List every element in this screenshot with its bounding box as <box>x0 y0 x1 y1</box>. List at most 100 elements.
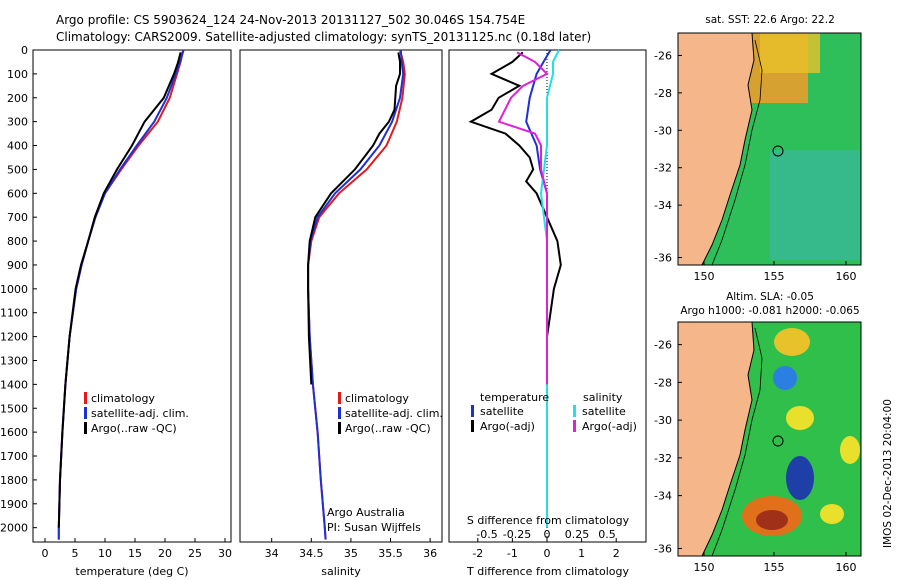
s-diff-xtick-label: -0.25 <box>503 528 531 541</box>
depth-ytick-label: 1300 <box>0 354 28 367</box>
t-diff-xtick-label: 1 <box>578 547 585 560</box>
depth-ytick-label: 1700 <box>0 450 28 463</box>
difference-panel: -2 -1 0 1 2 S difference from climatology -0… <box>448 49 647 578</box>
legend-label-satellite: satellite-adj. clim. <box>91 407 189 420</box>
depth-ytick-label: 200 <box>7 92 28 105</box>
argo-annotation-line-1: Argo Australia <box>327 506 405 519</box>
sla-map-title-1: Altim. SLA: -0.05 <box>726 291 814 303</box>
salinity-xlabel: salinity <box>321 565 361 578</box>
depth-ytick-label: 500 <box>7 163 28 176</box>
sst-map-title: sat. SST: 22.6 Argo: 22.2 <box>705 14 835 26</box>
salinity-xtick-label: 34 <box>265 547 279 560</box>
depth-ytick-label: 1400 <box>0 378 28 391</box>
temperature-xlabel: temperature (deg C) <box>75 565 188 578</box>
t-diff-xtick-label: -1 <box>507 547 518 560</box>
salinity-axes-box <box>239 49 443 543</box>
difference-salinity-argo-adj-line <box>497 51 549 385</box>
sla-argo-position <box>772 435 784 447</box>
map-ytick-label: -30 <box>654 124 672 137</box>
temperature-xtick-label: 15 <box>128 547 142 560</box>
legend-label-argo: Argo(..raw -QC) <box>91 422 177 435</box>
map-xtick-label: 150 <box>694 270 715 283</box>
sst-contour <box>711 39 763 266</box>
header-line-1: Argo profile: CS 5903624_124 24-Nov-2013… <box>56 13 525 27</box>
legend-swatch-argo <box>338 422 341 434</box>
t-difference-xlabel: T difference from climatology <box>466 565 629 578</box>
legend-swatch-t-argo <box>471 420 474 432</box>
legend-swatch-satellite <box>84 407 87 419</box>
legend-label-satellite: satellite-adj. clim. <box>345 407 443 420</box>
salinity-satellite-adj-clim-line <box>307 49 405 540</box>
sla-map-title-2: Argo h1000: -0.081 h2000: -0.065 <box>680 305 859 317</box>
sla-high-3-core <box>756 510 788 530</box>
depth-ytick-label: 1900 <box>0 498 28 511</box>
sst-map: sat. SST: 22.6 Argo: 22.2 -26 -28 -30 -32 -3… <box>654 14 862 283</box>
depth-ytick-label: 1800 <box>0 474 28 487</box>
map-xtick-label: 155 <box>764 270 785 283</box>
depth-ytick-label: 1500 <box>0 402 28 415</box>
s-difference-xlabel: S difference from climatology <box>467 514 630 527</box>
salinity-argo-raw-qc-line <box>307 52 401 385</box>
depth-ytick-label: 900 <box>7 259 28 272</box>
legend-label-climatology: climatology <box>345 392 409 405</box>
legend-label-t-argo: Argo(-adj) <box>480 420 535 433</box>
temperature-satellite-adj-clim-line <box>57 49 185 540</box>
legend-swatch-s-argo <box>573 420 576 432</box>
depth-ytick-label: 700 <box>7 211 28 224</box>
temperature-xtick-label: 5 <box>72 547 79 560</box>
depth-ytick-label: 1000 <box>0 283 28 296</box>
salinity-panel: 34 34.5 35 35.5 36 salinity climatology sate… <box>239 49 443 578</box>
temperature-climatology-line <box>57 49 184 540</box>
temperature-legend: climatology satellite-adj. clim. Argo(..… <box>84 392 189 435</box>
depth-ytick-label: 1100 <box>0 307 28 320</box>
sla-high-2 <box>786 406 814 430</box>
sla-high-1 <box>774 328 810 356</box>
salinity-xtick-label: 35.5 <box>378 547 403 560</box>
salinity-legend: climatology satellite-adj. clim. Argo(..… <box>338 392 443 435</box>
s-diff-xtick-label: 0.5 <box>598 528 616 541</box>
temperature-argo-raw-qc-line <box>57 52 182 528</box>
difference-legend-left: temperature satellite Argo(-adj) <box>471 391 549 433</box>
difference-salinity-satellite-line <box>539 49 560 528</box>
t-diff-xtick-label: -2 <box>472 547 483 560</box>
legend-swatch-climatology <box>84 392 87 404</box>
sla-contour <box>711 327 763 557</box>
map-ytick-label: -34 <box>654 490 672 503</box>
legend-swatch-satellite <box>338 407 341 419</box>
map-ytick-label: -32 <box>654 452 672 465</box>
sla-map: Altim. SLA: -0.05 Argo h1000: -0.081 h20… <box>654 291 862 574</box>
map-ytick-label: -26 <box>654 49 672 62</box>
salinity-xtick-label: 35 <box>344 547 358 560</box>
map-ytick-label: -26 <box>654 339 672 352</box>
map-ytick-label: -34 <box>654 199 672 212</box>
legend-label-t-satellite: satellite <box>480 405 524 418</box>
map-ytick-label: -36 <box>654 252 672 265</box>
depth-ytick-label: 300 <box>7 116 28 129</box>
depth-ytick-label: 1600 <box>0 426 28 439</box>
map-xtick-label: 155 <box>764 561 785 574</box>
salinity-xtick-label: 36 <box>423 547 437 560</box>
map-ytick-label: -30 <box>654 414 672 427</box>
depth-ytick-label: 1200 <box>0 331 28 344</box>
temperature-xtick-label: 30 <box>218 547 232 560</box>
sst-map-frame <box>677 32 862 266</box>
temperature-axes-box <box>32 49 232 543</box>
map-xtick-label: 160 <box>836 270 857 283</box>
map-xtick-label: 150 <box>694 561 715 574</box>
legend-swatch-s-satellite <box>573 405 576 417</box>
depth-ytick-label: 0 <box>21 44 28 57</box>
legend-label-argo: Argo(..raw -QC) <box>345 422 431 435</box>
legend-label-s-satellite: satellite <box>582 405 626 418</box>
sst-argo-position <box>772 145 784 157</box>
legend-title-salinity: salinity <box>583 391 623 404</box>
temperature-xtick-label: 10 <box>98 547 112 560</box>
sla-low-1 <box>773 366 797 390</box>
s-diff-xtick-label: 0 <box>544 528 551 541</box>
legend-swatch-argo <box>84 422 87 434</box>
t-diff-xtick-label: 2 <box>613 547 620 560</box>
map-ytick-label: -28 <box>654 376 672 389</box>
sst-cool-patch <box>770 150 860 260</box>
header-line-2: Climatology: CARS2009. Satellite-adjuste… <box>56 30 591 44</box>
map-ytick-label: -28 <box>654 87 672 100</box>
